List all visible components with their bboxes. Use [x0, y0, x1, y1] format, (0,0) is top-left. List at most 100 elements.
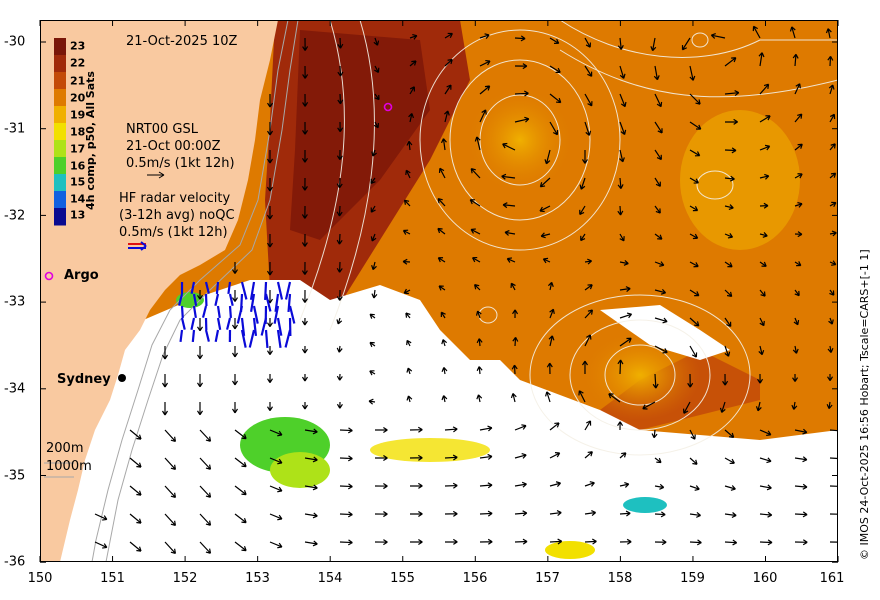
- velocity-arrow: [510, 282, 516, 291]
- cool-patch-yellow: [370, 438, 490, 462]
- velocity-arrow: [724, 539, 738, 546]
- velocity-arrow: [301, 401, 309, 410]
- velocity-arrow: [829, 201, 837, 208]
- velocity-arrow: [828, 84, 835, 95]
- velocity-arrow: [336, 373, 343, 381]
- velocity-arrow: [437, 257, 446, 263]
- radar-arrow: [180, 305, 184, 319]
- radar-arrow: [179, 329, 184, 343]
- velocity-arrow: [231, 373, 239, 386]
- velocity-arrow: [269, 457, 283, 465]
- velocity-arrow: [371, 289, 378, 299]
- velocity-arrow: [337, 121, 344, 133]
- velocity-arrow: [584, 481, 595, 487]
- velocity-arrow: [370, 233, 377, 242]
- velocity-arrow: [794, 428, 808, 435]
- velocity-arrow: [549, 538, 563, 545]
- velocity-arrow: [617, 421, 624, 431]
- velocity-arrow: [374, 511, 388, 518]
- velocity-arrow: [304, 540, 318, 547]
- velocity-arrow: [689, 205, 699, 212]
- velocity-arrow: [547, 281, 554, 291]
- cool-patch-lime: [270, 452, 330, 488]
- velocity-arrow: [479, 59, 491, 67]
- velocity-arrow: [373, 121, 379, 129]
- velocity-arrow: [266, 149, 274, 164]
- radar-arrow: [264, 281, 268, 301]
- velocity-arrow: [374, 455, 388, 462]
- velocity-arrow: [793, 317, 800, 326]
- colorbar-swatch: [54, 38, 66, 56]
- velocity-arrow: [441, 367, 448, 375]
- colorbar-swatch: [54, 140, 66, 158]
- velocity-arrow: [336, 233, 343, 245]
- velocity-arrow: [266, 373, 274, 383]
- velocity-arrow: [408, 113, 415, 123]
- velocity-arrow: [759, 429, 772, 437]
- velocity-arrow: [129, 541, 142, 552]
- radar-arrow: [252, 305, 259, 324]
- velocity-arrow: [654, 233, 663, 240]
- velocity-arrow: [651, 429, 658, 439]
- radar-arrow: [190, 281, 196, 294]
- velocity-arrow: [759, 317, 765, 327]
- velocity-arrow: [437, 227, 446, 235]
- velocity-arrow: [476, 394, 483, 403]
- colorbar-swatch: [54, 72, 66, 90]
- velocity-arrow: [336, 205, 343, 217]
- radar-arrow: [260, 317, 268, 336]
- velocity-arrow: [826, 401, 833, 409]
- velocity-arrow: [794, 202, 803, 208]
- radar-arrow: [236, 305, 244, 324]
- velocity-arrow: [266, 261, 273, 276]
- radar-arrow: [252, 317, 258, 337]
- isobath-legend-200m: 200m: [46, 441, 84, 456]
- velocity-arrow: [825, 28, 832, 39]
- velocity-arrow: [829, 113, 836, 123]
- velocity-arrow: [654, 149, 662, 161]
- velocity-arrow: [759, 173, 770, 180]
- velocity-arrow: [234, 485, 247, 496]
- velocity-arrow: [581, 360, 588, 375]
- x-tick-label: 156: [462, 571, 488, 586]
- velocity-arrow: [479, 538, 493, 545]
- x-tick-label: 154: [317, 571, 343, 586]
- velocity-arrow: [682, 401, 691, 414]
- velocity-arrow: [406, 367, 413, 375]
- velocity-arrow: [759, 457, 772, 464]
- velocity-arrow: [304, 428, 318, 435]
- velocity-arrow: [476, 366, 483, 375]
- velocity-arrow: [545, 391, 551, 403]
- velocity-arrow: [409, 510, 423, 517]
- velocity-arrow: [502, 202, 516, 209]
- velocity-arrow: [619, 65, 626, 79]
- velocity-arrow: [539, 177, 551, 188]
- velocity-arrow: [371, 149, 377, 157]
- velocity-arrow: [479, 482, 493, 489]
- radar-arrow: [177, 293, 184, 306]
- velocity-arrow: [829, 289, 835, 296]
- argo-legend-symbol: [44, 271, 54, 281]
- x-tick-label: 158: [607, 571, 633, 586]
- velocity-arrow: [368, 398, 376, 405]
- radar-arrow: [204, 329, 210, 342]
- sydney-marker: [118, 374, 126, 382]
- velocity-arrow: [789, 26, 796, 39]
- velocity-arrow: [654, 261, 665, 267]
- colorbar-caption: 4h comp, p50, All Sats: [84, 71, 97, 210]
- velocity-arrow: [759, 115, 771, 123]
- velocity-arrow: [759, 539, 773, 546]
- velocity-arrow: [161, 402, 169, 416]
- velocity-arrow: [405, 169, 411, 179]
- x-tick-label: 152: [172, 571, 198, 586]
- velocity-arrow: [443, 110, 450, 123]
- velocity-arrow: [719, 401, 726, 413]
- velocity-arrow: [266, 401, 274, 411]
- velocity-arrow: [474, 136, 481, 151]
- velocity-arrow: [199, 485, 212, 498]
- x-tick-label: 153: [245, 571, 270, 586]
- velocity-arrow: [539, 205, 551, 213]
- velocity-arrow: [654, 457, 662, 464]
- radar-scale-arrowhead: [140, 241, 147, 251]
